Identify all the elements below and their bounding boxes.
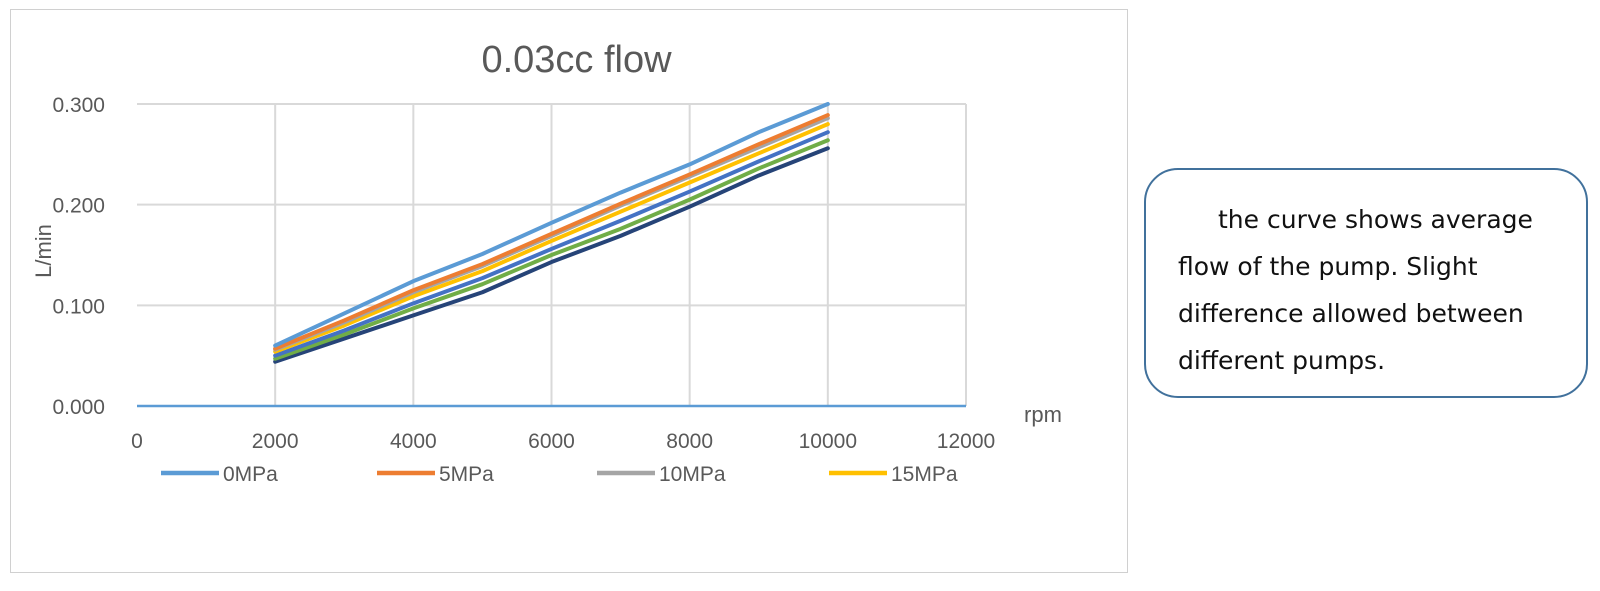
y-tick-label: 0.100 <box>52 295 105 318</box>
y-axis-title: L/min <box>31 224 56 278</box>
series-line-1 <box>273 113 830 351</box>
note-callout: the curve shows average flow of the pump… <box>1144 168 1588 398</box>
x-axis-title: rpm <box>1024 402 1062 427</box>
y-tick-label: 0.200 <box>52 195 105 218</box>
x-tick-label: 0 <box>131 430 143 453</box>
series-line-6 <box>273 146 830 364</box>
line-chart: 0.03cc flow 0.000 0.100 0.200 0.300 0 2000 4000… <box>31 39 1062 486</box>
note-text: the curve shows average flow of the pump… <box>1178 205 1533 375</box>
x-tick-label: 6000 <box>528 430 575 453</box>
x-tick-label: 8000 <box>666 430 713 453</box>
y-tick-label: 0.300 <box>52 94 105 117</box>
x-tick-label: 4000 <box>390 430 437 453</box>
legend-label-0: 0MPa <box>223 463 278 486</box>
series-line-3 <box>273 122 830 354</box>
legend-label-2: 10MPa <box>659 463 726 486</box>
x-tick-label: 12000 <box>937 430 995 453</box>
legend-label-3: 15MPa <box>891 463 958 486</box>
x-tick-label: 2000 <box>252 430 299 453</box>
series-line-5 <box>273 138 830 361</box>
x-tick-label: 10000 <box>799 430 857 453</box>
legend-label-1: 5MPa <box>439 463 494 486</box>
series-line-4 <box>273 130 830 358</box>
y-tick-label: 0.000 <box>52 396 105 419</box>
chart-title: 0.03cc flow <box>481 39 672 81</box>
series-line-0 <box>273 102 830 348</box>
chart-frame: 0.03cc flow 0.000 0.100 0.200 0.300 0 2000 4000… <box>10 9 1128 573</box>
